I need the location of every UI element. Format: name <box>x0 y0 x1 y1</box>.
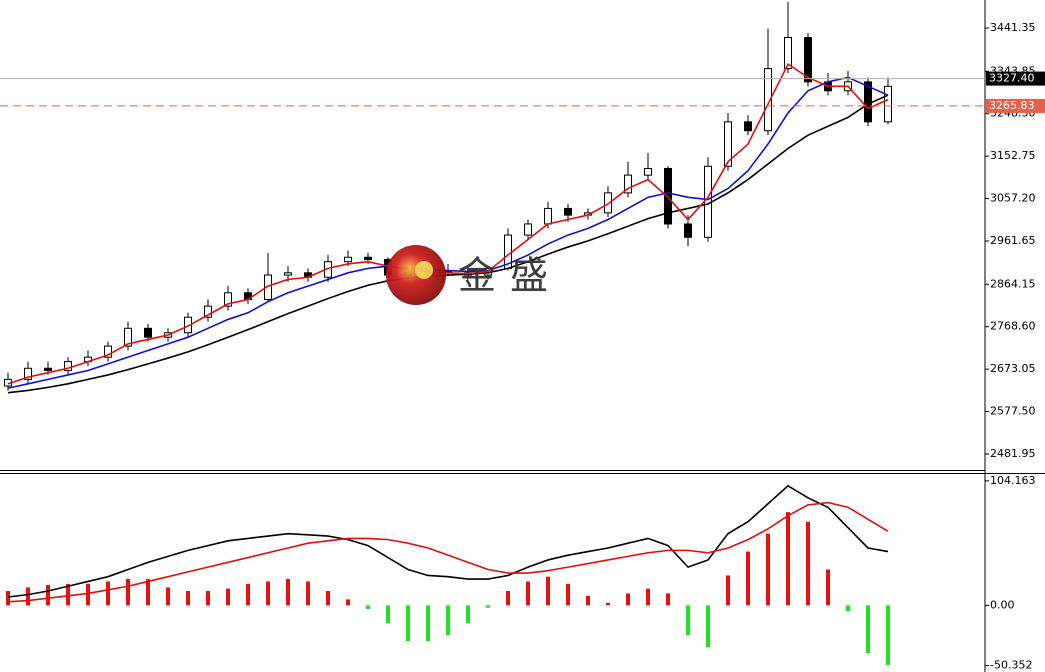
candle-body <box>604 192 612 214</box>
histogram-bar <box>526 581 530 606</box>
histogram-bar <box>746 551 750 606</box>
logo <box>415 261 433 279</box>
y-tick-label: 2577.50 <box>990 405 1036 418</box>
price-label: 3265.83 <box>989 99 1035 112</box>
candle-body <box>724 121 732 167</box>
histogram-bar <box>46 585 50 606</box>
candle-body <box>264 274 272 300</box>
y-tick-label: 2481.95 <box>990 447 1036 460</box>
histogram-bar <box>626 593 630 606</box>
candle-body <box>564 207 572 216</box>
histogram-bar <box>386 605 390 624</box>
line-series <box>7 62 889 385</box>
candle-body <box>44 367 52 371</box>
histogram-bar <box>466 605 470 624</box>
y-tick-label: 2961.65 <box>990 234 1036 247</box>
histogram-bar <box>366 605 370 609</box>
histogram-bar <box>426 605 430 642</box>
histogram-bar <box>406 605 410 642</box>
line-series <box>7 76 889 390</box>
candle-body <box>744 121 752 132</box>
candle-body <box>884 85 892 123</box>
histogram-bar <box>566 583 570 606</box>
candle-body <box>684 223 692 238</box>
candle-body <box>284 272 292 276</box>
histogram-bar <box>326 591 330 606</box>
histogram-bar <box>146 579 150 606</box>
histogram-bar <box>26 587 30 606</box>
y-tick-label: 2673.05 <box>990 362 1036 375</box>
candle-body <box>344 256 352 263</box>
histogram-bar <box>706 605 710 648</box>
histogram-bar <box>766 533 770 606</box>
histogram-bar <box>126 579 130 606</box>
histogram-bar <box>186 591 190 606</box>
histogram-bar <box>486 605 490 608</box>
candle-body <box>124 327 132 347</box>
price-label-box <box>986 98 1045 113</box>
histogram-bar <box>286 579 290 606</box>
histogram-bar <box>546 576 550 606</box>
histogram-bar <box>666 593 670 606</box>
histogram-bar <box>106 581 110 606</box>
histogram-bar <box>6 591 10 606</box>
candle-body <box>364 256 372 260</box>
price-label: 3327.40 <box>989 72 1035 85</box>
watermark-text: 金盛 <box>458 254 562 298</box>
y-tick-label: 3152.75 <box>990 149 1036 162</box>
candle-body <box>204 305 212 318</box>
y-tick-label: 3441.35 <box>990 21 1036 34</box>
candle-body <box>224 292 232 307</box>
histogram-bar <box>786 512 790 606</box>
candle-body <box>644 167 652 176</box>
histogram-bar <box>66 583 70 606</box>
histogram-bar <box>826 569 830 606</box>
line-series <box>7 94 889 394</box>
histogram-bar <box>246 583 250 606</box>
y-tick-label: -50.352 <box>990 659 1032 672</box>
histogram-bar <box>446 605 450 636</box>
y-tick-label: 2864.15 <box>990 277 1036 290</box>
candle-body <box>664 167 672 225</box>
watermark: 金盛 <box>386 245 562 305</box>
histogram-bar <box>506 591 510 606</box>
candle-body <box>544 207 552 225</box>
candle-body <box>64 361 72 371</box>
candle-body <box>524 223 532 236</box>
candle-body <box>624 174 632 194</box>
histogram-bar <box>226 588 230 606</box>
histogram-bar <box>726 575 730 606</box>
candle-body <box>24 367 32 380</box>
line-series <box>7 501 889 603</box>
y-tick-label: 0.00 <box>990 598 1015 611</box>
histogram-bar <box>846 605 850 612</box>
histogram-bar <box>646 588 650 606</box>
candle-body <box>764 68 772 132</box>
candle-body <box>144 327 152 338</box>
candle-body <box>804 36 812 83</box>
y-tick-label: 3057.20 <box>990 192 1036 205</box>
histogram-bar <box>806 521 810 606</box>
histogram-bar <box>586 595 590 606</box>
histogram-bar <box>606 602 610 606</box>
candle-body <box>784 36 792 70</box>
y-tick-label: 2768.60 <box>990 320 1036 333</box>
histogram-bar <box>266 581 270 606</box>
logo <box>386 245 446 305</box>
histogram-bar <box>306 581 310 606</box>
histogram-bar <box>886 605 890 666</box>
histogram-bar <box>86 583 90 606</box>
histogram-bar <box>166 587 170 606</box>
histogram-bar <box>346 599 350 606</box>
y-tick-label: 104.163 <box>990 474 1036 487</box>
candle-body <box>104 345 112 358</box>
histogram-bar <box>866 605 870 654</box>
histogram-bar <box>686 605 690 636</box>
histogram-bar <box>206 591 210 606</box>
price-label-box <box>986 71 1045 86</box>
line-series <box>7 484 889 598</box>
